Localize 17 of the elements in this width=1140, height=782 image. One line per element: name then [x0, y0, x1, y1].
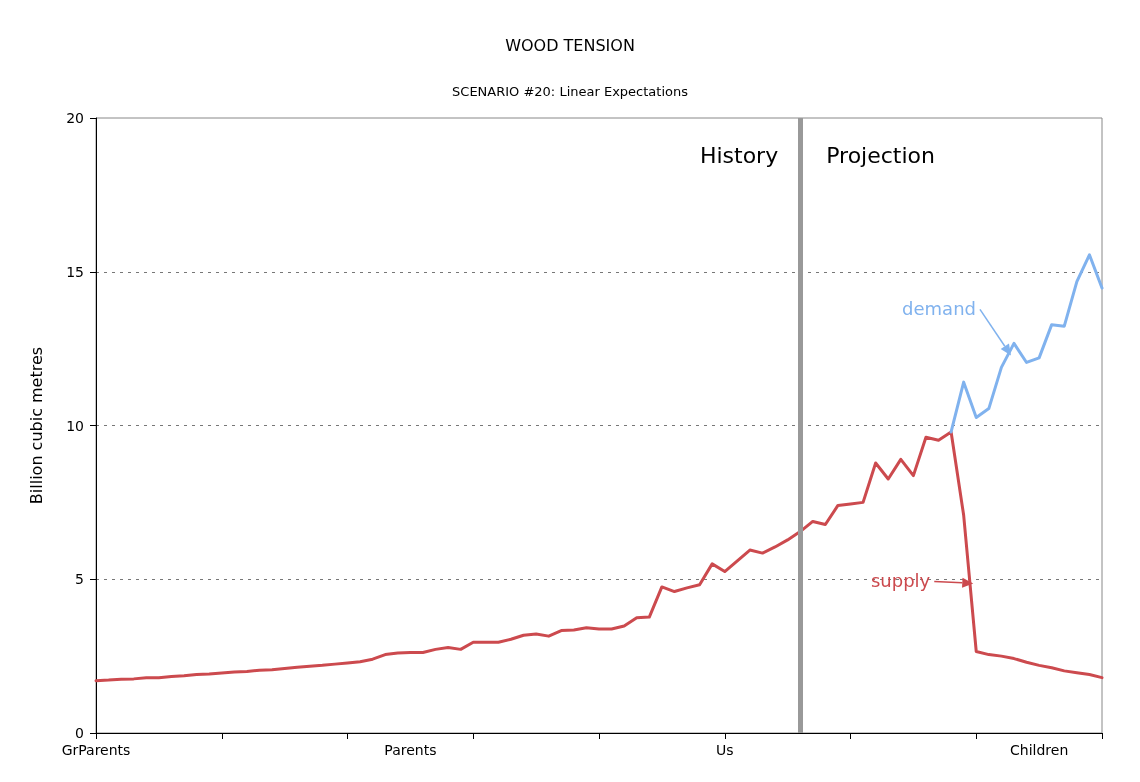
y-tick-label: 20: [66, 110, 84, 126]
x-tick-label: Us: [715, 742, 734, 758]
annotation: Projection: [826, 142, 935, 168]
x-tick-label: GrParents: [61, 742, 131, 758]
chart-subtitle: SCENARIO #20: Linear Expectations: [452, 84, 689, 99]
chart-title: WOOD TENSION: [505, 35, 635, 55]
x-tick-label: Parents: [384, 742, 437, 758]
y-axis-title: Billion cubic metres: [26, 346, 46, 505]
legend-label: supply: [870, 569, 931, 591]
y-tick-label: 0: [75, 725, 84, 741]
text: demand: [902, 297, 976, 319]
y-tick-label: 10: [66, 417, 84, 434]
line-series: [94, 430, 1104, 683]
x-tick-label: Children: [1010, 742, 1069, 758]
y-tick-label: 5: [75, 571, 84, 588]
y-tick-label: 15: [66, 263, 84, 280]
annotation: History: [699, 142, 779, 168]
